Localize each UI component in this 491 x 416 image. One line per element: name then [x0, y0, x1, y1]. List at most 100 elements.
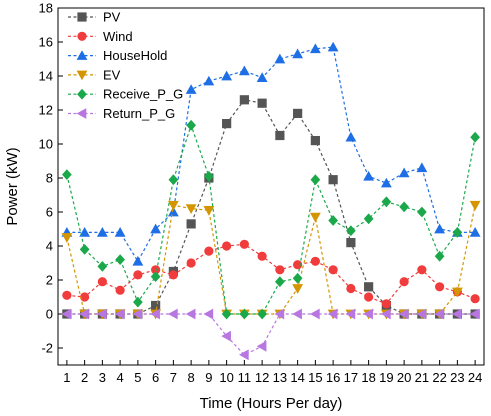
data-point-receive-p-g	[239, 308, 250, 320]
data-point-receive-p-g	[204, 170, 214, 182]
data-point-ev	[292, 284, 304, 294]
y-tick-label: 8	[46, 171, 53, 186]
data-point-household	[380, 177, 392, 188]
legend-swatch-marker	[77, 12, 87, 22]
data-point-wind	[133, 270, 143, 280]
data-point-wind	[381, 299, 391, 309]
data-point-receive-p-g	[221, 308, 232, 320]
data-point-wind	[310, 256, 320, 266]
data-point-household	[416, 162, 428, 173]
data-point-receive-p-g	[328, 215, 338, 226]
y-axis-ticks: -2 0 2 4 6 8 10 12 14 16 18	[39, 1, 63, 356]
data-point-return-p-g	[221, 330, 231, 342]
data-point-pv	[275, 130, 285, 141]
data-point-receive-p-g	[79, 244, 90, 255]
data-point-wind	[346, 283, 356, 294]
legend-label-pv: PV	[103, 10, 121, 25]
y-tick-label: 0	[46, 307, 53, 322]
x-tick-label: 4	[117, 370, 124, 385]
legend-label-receive-p-g: Receive_P_G	[103, 87, 183, 102]
legend-swatch-marker	[76, 70, 88, 81]
data-point-receive-p-g	[470, 131, 480, 143]
series-household	[61, 41, 481, 266]
data-point-receive-p-g	[381, 196, 392, 208]
data-point-return-p-g	[469, 308, 480, 320]
data-point-receive-p-g	[150, 271, 161, 282]
x-tick-label: 18	[361, 370, 375, 385]
x-tick-label: 16	[326, 370, 340, 385]
data-point-pv	[186, 219, 196, 229]
data-point-household	[363, 170, 375, 181]
data-point-receive-p-g	[168, 174, 179, 186]
data-point-receive-p-g	[257, 308, 267, 320]
series-line-household	[66, 46, 476, 263]
data-point-household	[256, 72, 268, 83]
data-point-pv	[239, 95, 249, 105]
data-point-receive-p-g	[310, 174, 321, 186]
data-point-household	[274, 53, 286, 64]
data-point-return-p-g	[292, 308, 302, 320]
data-point-ev	[61, 233, 73, 243]
x-tick-label: 24	[468, 370, 482, 385]
plot-border	[57, 7, 485, 366]
y-tick-label: 10	[39, 137, 53, 152]
data-point-pv	[151, 300, 161, 311]
series-pv	[62, 95, 480, 319]
x-tick-label: 14	[290, 370, 304, 385]
y-tick-label: 4	[46, 239, 53, 254]
series-receive-p-g	[62, 119, 480, 320]
data-point-return-p-g	[185, 308, 196, 320]
data-point-ev	[309, 212, 321, 223]
data-point-return-p-g	[327, 308, 338, 320]
data-point-wind	[97, 277, 107, 287]
data-point-return-p-g	[132, 308, 143, 320]
y-tick-label: 12	[39, 103, 53, 118]
x-tick-label: 3	[99, 370, 106, 385]
legend-item-receive-p-g: Receive_P_G	[68, 87, 183, 102]
data-point-household	[309, 43, 321, 54]
series-line-return-p-g	[66, 313, 476, 356]
data-point-wind	[275, 265, 285, 275]
data-point-return-p-g	[79, 308, 89, 320]
data-point-wind	[293, 260, 303, 270]
data-point-wind	[204, 246, 214, 256]
data-point-wind	[151, 265, 161, 275]
data-point-receive-p-g	[346, 225, 356, 237]
data-point-return-p-g	[96, 308, 107, 320]
data-point-wind	[435, 282, 445, 292]
series-line-wind	[66, 243, 476, 305]
x-axis-ticks: 1 2 3 4 5 6 7 8 9 10 11 12 13 14 15 16 17 18 19 20 21 22 23 24	[63, 360, 482, 385]
x-tick-label: 9	[205, 370, 212, 385]
data-point-return-p-g	[256, 340, 267, 352]
legend-label-wind: Wind	[103, 29, 133, 44]
x-tick-label: 10	[219, 370, 233, 385]
legend-item-return-p-g: Return_P_G	[68, 106, 175, 121]
x-axis-title: Time (Hours Per day)	[200, 395, 343, 412]
legend-swatch-marker	[76, 50, 88, 60]
data-point-ev	[167, 200, 179, 211]
data-point-return-p-g	[167, 308, 178, 320]
data-point-wind	[399, 277, 409, 287]
data-point-return-p-g	[434, 308, 444, 320]
data-point-receive-p-g	[275, 276, 285, 288]
data-point-pv	[346, 238, 356, 248]
plot-area	[57, 7, 485, 366]
data-point-household	[469, 227, 481, 237]
series-line-pv	[66, 99, 476, 315]
data-point-return-p-g	[238, 349, 249, 361]
legend-label-ev: EV	[103, 67, 121, 82]
data-point-wind	[115, 285, 125, 295]
legend-label-return-p-g: Return_P_G	[103, 106, 175, 121]
data-point-household	[221, 70, 233, 81]
y-tick-label: 16	[39, 35, 53, 50]
legend-item-ev: EV	[68, 67, 121, 82]
data-point-ev	[469, 200, 481, 211]
data-point-pv	[257, 98, 267, 108]
x-tick-label: 22	[432, 370, 446, 385]
x-tick-label: 20	[397, 370, 411, 385]
data-point-wind	[239, 239, 249, 249]
x-tick-label: 21	[415, 370, 429, 385]
x-tick-label: 6	[152, 370, 159, 385]
data-point-household	[434, 223, 446, 234]
data-point-return-p-g	[150, 308, 160, 320]
